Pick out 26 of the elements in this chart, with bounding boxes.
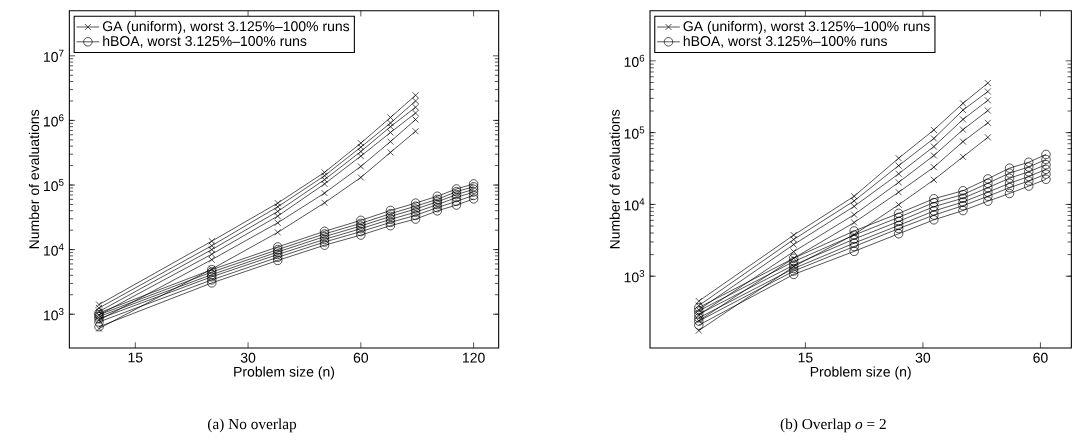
x-tick-label: 15 [128, 352, 143, 363]
x-tick-label: 30 [240, 352, 256, 363]
y-tick-label: 10$^{6}$ [624, 54, 645, 67]
text: (a) No overlap [207, 418, 297, 433]
y-tick-label: 10$^{5}$ [624, 126, 645, 139]
x-axis-title: Problem size (n) [234, 366, 335, 380]
x-tick-label: 15 [798, 352, 813, 363]
y-tick-label: 10$^{6}$ [44, 114, 64, 127]
y-tick-label: 10$^{5}$ [44, 178, 64, 192]
text: (b) Overlap o = 2 [780, 418, 886, 433]
x-tick-label: 30 [915, 352, 931, 363]
y-tick-label: 10$^{3}$ [44, 308, 64, 321]
x-tick-label: 60 [1033, 352, 1048, 363]
y-tick-label: 10$^{3}$ [624, 270, 645, 283]
x-axis-title: Problem size (n) [810, 366, 911, 380]
legend-label: hBOA, worst 3.125%–100% runs [103, 35, 307, 48]
legend-label: GA (uniform), worst 3.125%–100% runs [683, 20, 930, 34]
legend-label: GA (uniform), worst 3.125%–100% runs [102, 20, 350, 34]
legend-label: hBOA, worst 3.125%–100% runs [683, 35, 887, 48]
y-tick-label: 10$^{4}$ [624, 198, 645, 211]
y-tick-label: 10$^{7}$ [44, 49, 64, 62]
x-tick-label: 120 [462, 352, 485, 363]
x-tick-label: 60 [353, 352, 369, 363]
y-axis-title: Number of evaluations [28, 109, 40, 249]
y-axis-title: Number of evaluations [609, 109, 620, 249]
y-tick-label: 10$^{4}$ [44, 243, 64, 256]
